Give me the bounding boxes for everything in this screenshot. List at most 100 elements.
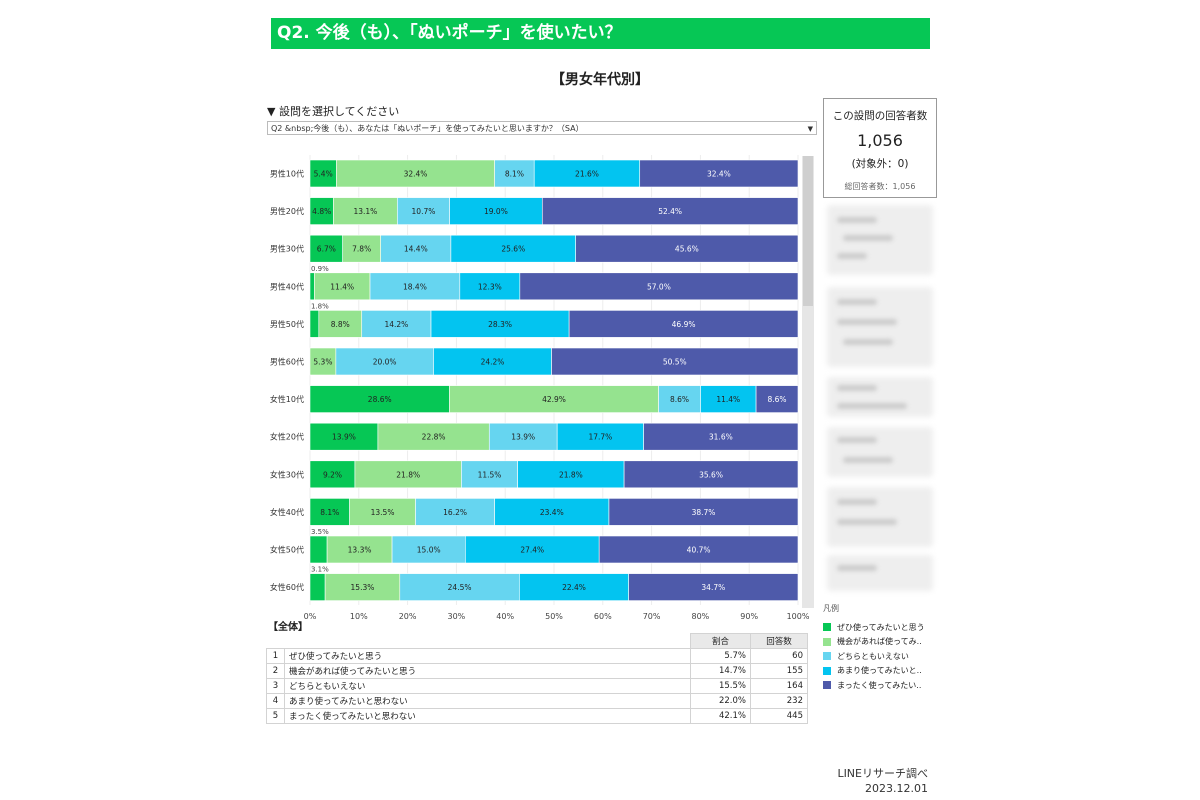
total-respondents: 総回答者数：1,056 <box>844 182 916 191</box>
data-label: 19.0% <box>484 207 508 216</box>
data-label: 17.7% <box>588 433 612 442</box>
bar-segment <box>608 498 799 526</box>
summary-header-row: 割合 回答数 <box>266 633 808 649</box>
data-label: 3.5% <box>311 528 329 536</box>
x-tick-label: 40% <box>496 612 514 621</box>
dropdown-arrow-icon[interactable]: ▼ <box>807 125 813 133</box>
chart-subtitle: 【男女年代別】 <box>551 72 649 88</box>
bar-segment <box>349 498 416 526</box>
bar-segment <box>623 460 799 489</box>
excluded-count: (対象外：0) <box>851 158 909 170</box>
data-label: 23.4% <box>540 508 564 517</box>
row-index: 4 <box>266 693 285 709</box>
data-label: 21.6% <box>575 170 599 179</box>
x-tick-label: 60% <box>594 612 612 621</box>
category-label: 男性60代 <box>270 357 304 367</box>
bar-segment <box>309 347 337 376</box>
x-tick-label: 90% <box>740 612 758 621</box>
data-label: 8.1% <box>505 170 524 179</box>
table-row: 3 どちらともいえない 15.5% 164 <box>266 678 808 694</box>
data-label: 8.6% <box>670 395 689 404</box>
legend-label: ぜひ使ってみたいと思う <box>837 622 925 632</box>
data-label: 6.7% <box>317 245 336 254</box>
table-row: 5 まったく使ってみたいと思わない 42.1% 445 <box>266 708 808 724</box>
data-label: 50.5% <box>663 358 687 367</box>
data-label: 18.4% <box>403 282 427 291</box>
question-select-value: Q2 &nbsp;今後（も）、あなたは「ぬいポーチ」を使ってみたいと思いますか？… <box>271 124 584 133</box>
bar-segment <box>314 272 371 301</box>
data-label: 40.7% <box>687 546 711 555</box>
category-label: 男性20代 <box>270 206 304 216</box>
bar-segment <box>309 573 326 601</box>
legend-swatch <box>823 637 831 646</box>
data-label: 5.4% <box>314 170 333 179</box>
row-index: 5 <box>266 708 285 724</box>
summary-title: 【全体】 <box>268 622 308 633</box>
data-label: 16.2% <box>443 508 467 517</box>
blurred-filter-panel <box>823 205 937 595</box>
respondent-count-title: この設問の回答者数 <box>832 110 928 122</box>
bar-segment <box>399 573 520 601</box>
category-label: 女性40代 <box>270 507 304 517</box>
legend-label: どちらともいえない <box>837 651 909 661</box>
bar-segment <box>333 197 398 225</box>
question-select-label: ▼ 設問を選択してください <box>267 105 400 118</box>
data-label: 13.1% <box>353 207 377 216</box>
category-label: 女性20代 <box>270 432 304 442</box>
table-row: 4 あまり使ってみたいと思わない 22.0% 232 <box>266 693 808 709</box>
data-label: 11.4% <box>330 282 354 291</box>
data-label: 13.3% <box>348 546 372 555</box>
data-label: 27.4% <box>520 546 544 555</box>
data-label: 21.8% <box>559 470 583 479</box>
row-count: 445 <box>750 708 808 724</box>
x-tick-label: 50% <box>545 612 563 621</box>
legend-title: 凡例 <box>823 604 839 613</box>
category-label: 女性50代 <box>270 545 304 555</box>
bar-segment <box>628 573 799 601</box>
legend-item: ぜひ使ってみたいと思う <box>823 620 937 635</box>
bar-segment <box>519 272 799 301</box>
question-select[interactable]: Q2 &nbsp;今後（も）、あなたは「ぬいポーチ」を使ってみたいと思いますか？… <box>267 121 817 135</box>
bar-segment <box>598 535 799 564</box>
data-label: 38.7% <box>692 508 716 517</box>
bar-segment <box>335 347 434 376</box>
bar-segment <box>309 498 350 526</box>
data-label: 9.2% <box>323 470 342 479</box>
data-label: 8.1% <box>320 508 339 517</box>
data-label: 31.6% <box>709 433 733 442</box>
x-tick-label: 100% <box>787 612 810 621</box>
data-label: 57.0% <box>647 282 671 291</box>
legend-swatch <box>823 623 831 632</box>
row-pct: 42.1% <box>690 708 751 724</box>
bar-segment <box>658 385 701 413</box>
bar-segment <box>449 385 659 413</box>
bar-segment <box>461 460 518 489</box>
bar-segment <box>326 535 393 564</box>
bar-segment <box>415 498 495 526</box>
table-row: 2 機会があれば使ってみたいと思う 14.7% 155 <box>266 663 808 679</box>
category-label: 男性10代 <box>270 169 304 179</box>
data-label: 15.0% <box>417 546 441 555</box>
respondent-count: 1,056 <box>857 131 903 150</box>
row-index: 2 <box>266 663 285 679</box>
bar-segment <box>533 159 641 188</box>
summary-table: 割合 回答数 1 ぜひ使ってみたいと思う 5.7% 60 2 機会があれば使って… <box>266 633 808 724</box>
legend-swatch <box>823 666 831 675</box>
summary-header-pct: 割合 <box>690 633 751 649</box>
bar-segment <box>643 422 799 451</box>
legend-label: あまり使ってみたいと.. <box>837 666 922 676</box>
category-label: 女性30代 <box>270 469 304 479</box>
scrollbar-thumb[interactable] <box>803 156 813 306</box>
data-label: 10.7% <box>412 207 436 216</box>
bar-segment <box>380 234 452 263</box>
legend-label: まったく使ってみたい.. <box>837 680 922 690</box>
data-label: 34.7% <box>701 583 725 592</box>
row-label: ぜひ使ってみたいと思う <box>284 648 691 664</box>
chart-scrollbar[interactable] <box>802 156 814 608</box>
data-label: 28.3% <box>488 320 512 329</box>
data-label: 14.2% <box>384 320 408 329</box>
row-count: 60 <box>750 648 808 664</box>
legend-label: 機会があれば使ってみ.. <box>837 637 922 647</box>
data-label: 13.5% <box>371 508 395 517</box>
data-label: 4.8% <box>312 207 331 216</box>
